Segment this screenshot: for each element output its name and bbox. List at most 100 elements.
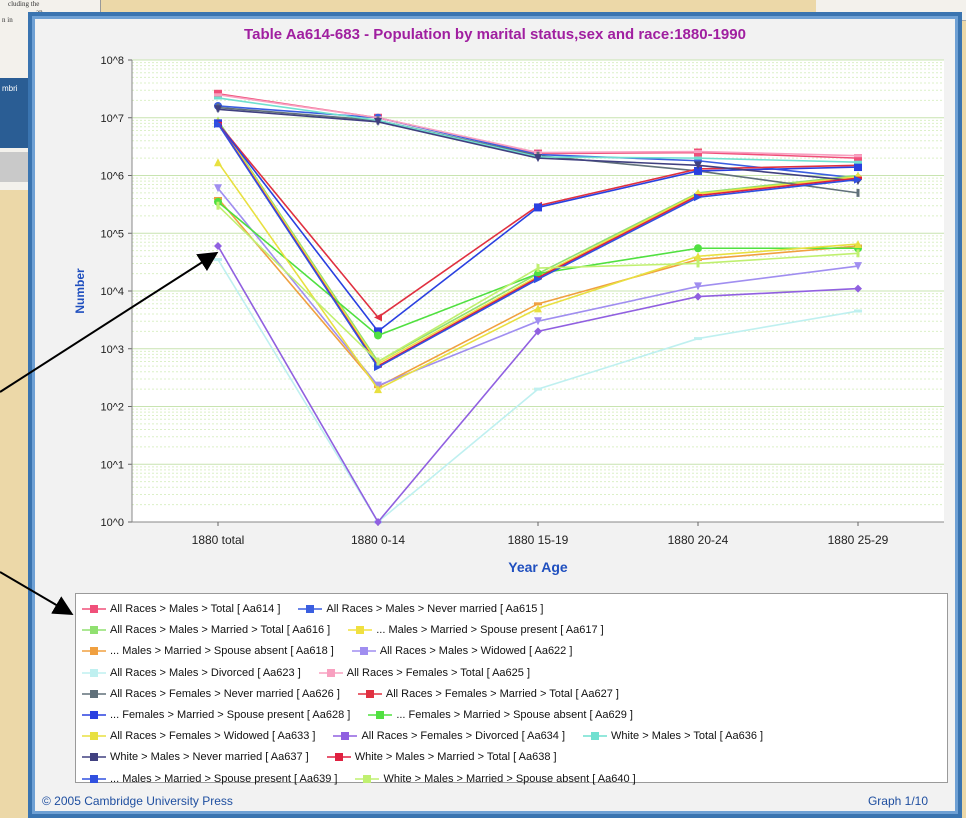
y-tick-label: 10^8 xyxy=(100,55,124,67)
legend-label: White > Males > Total [ Aa636 ] xyxy=(611,730,764,743)
data-point xyxy=(694,244,702,253)
legend-label: ... Males > Married > Spouse absent [ Aa… xyxy=(110,645,334,658)
chart-title: Table Aa614-683 - Population by marital … xyxy=(244,26,746,43)
data-point xyxy=(854,309,862,313)
legend-item: All Races > Females > Divorced [ Aa634 ] xyxy=(333,729,565,743)
data-point xyxy=(374,327,382,336)
data-point xyxy=(534,387,542,391)
legend-label: ... Females > Married > Spouse present [… xyxy=(110,709,351,721)
legend-swatch xyxy=(355,774,380,784)
data-point xyxy=(854,284,862,293)
legend-swatch xyxy=(82,710,106,720)
data-point xyxy=(216,201,220,210)
legend-swatch xyxy=(82,689,106,699)
legend-label: All Races > Females > Married > Total [ … xyxy=(385,687,619,700)
legend-item: All Races > Females > Total [ Aa625 ] xyxy=(318,666,530,680)
legend-swatch xyxy=(82,731,106,741)
data-point xyxy=(854,154,862,163)
data-point xyxy=(374,117,382,126)
legend-label: ... Females > Married > Spouse absent [ … xyxy=(396,709,633,721)
data-point xyxy=(534,269,542,278)
data-point xyxy=(214,184,222,193)
legend-swatch xyxy=(351,646,376,656)
data-point xyxy=(534,275,542,284)
legend-item: All Races > Males > Widowed [ Aa622 ] xyxy=(351,644,572,658)
legend-label: White > Males > Never married [ Aa637 ] xyxy=(110,751,309,764)
legend-swatch xyxy=(368,710,393,720)
background-strip-caption: mbri xyxy=(2,84,18,93)
x-tick-label: 1880 25-29 xyxy=(828,533,889,547)
legend-swatch xyxy=(333,731,358,741)
data-point xyxy=(214,158,222,167)
legend-item: ... Males > Married > Spouse absent [ Aa… xyxy=(82,644,334,658)
data-point xyxy=(374,385,382,394)
y-tick-label: 10^1 xyxy=(100,459,124,471)
data-point xyxy=(694,252,702,261)
data-point xyxy=(694,166,702,175)
legend-label: White > Males > Married > Total [ Aa638 … xyxy=(354,751,557,764)
legend-item: ... Females > Married > Spouse absent [ … xyxy=(368,708,633,722)
data-point xyxy=(214,119,222,128)
legend-swatch xyxy=(82,604,106,614)
legend-label: All Races > Males > Married > Total [ Aa… xyxy=(110,624,331,637)
data-point xyxy=(856,249,860,258)
data-point xyxy=(376,357,380,366)
legend-item: White > Males > Married > Total [ Aa638 … xyxy=(326,750,557,764)
data-point xyxy=(694,193,702,202)
data-point xyxy=(374,363,382,372)
y-tick-label: 10^7 xyxy=(100,113,124,125)
data-point xyxy=(534,317,542,326)
legend-swatch xyxy=(82,774,106,784)
background-toolbar-icons xyxy=(0,152,30,182)
legend-item: ... Females > Married > Spouse present [… xyxy=(82,708,350,722)
legend-label: All Races > Females > Total [ Aa625 ] xyxy=(346,666,530,679)
data-point xyxy=(694,292,702,301)
legend-item: All Races > Females > Widowed [ Aa633 ] xyxy=(82,729,315,743)
data-point xyxy=(374,518,382,526)
legend-label: All Races > Females > Never married [ Aa… xyxy=(110,687,340,700)
data-point xyxy=(214,258,222,262)
y-tick-label: 10^2 xyxy=(100,402,124,414)
data-point xyxy=(374,331,382,340)
data-point xyxy=(696,259,700,268)
data-point xyxy=(536,264,540,273)
x-tick-label: 1880 20-24 xyxy=(668,533,729,547)
data-point xyxy=(694,161,702,170)
data-point xyxy=(854,160,862,164)
graph-page-indicator[interactable]: Graph 1/10 xyxy=(867,794,928,808)
data-point xyxy=(854,240,862,249)
legend-item: All Races > Females > Married > Total [ … xyxy=(357,687,619,701)
legend-item: All Races > Males > Total [ Aa614 ] xyxy=(82,602,280,616)
chart-plot: 10^0 10^1 10^2 10^3 10^4 10^5 10^6 10^7 10^8 1880… xyxy=(73,55,944,575)
legend-swatch xyxy=(348,625,373,635)
data-point xyxy=(534,203,542,212)
legend-swatch xyxy=(82,646,106,656)
chart-legend: All Races > Males > Total [ Aa614 ] All R… xyxy=(75,593,948,785)
legend-swatch xyxy=(298,604,323,614)
data-point xyxy=(854,262,862,271)
x-tick-label: 1880 0-14 xyxy=(351,533,405,547)
data-point xyxy=(694,156,702,160)
data-point xyxy=(856,188,860,197)
data-point xyxy=(534,302,542,306)
legend-item: All Races > Males > Never married [ Aa61… xyxy=(298,602,543,616)
background-sidebar-strip: mbri xyxy=(0,78,30,148)
y-tick-label: 10^3 xyxy=(100,344,124,356)
graph-window-frame xyxy=(32,16,958,814)
legend-label: All Races > Females > Divorced [ Aa634 ] xyxy=(361,730,566,743)
legend-swatch xyxy=(82,752,106,762)
legend-swatch xyxy=(357,689,382,699)
data-point xyxy=(214,242,222,251)
data-point xyxy=(214,105,222,114)
legend-swatch xyxy=(583,731,608,741)
legend-item: All Races > Females > Never married [ Aa… xyxy=(82,687,340,701)
legend-label: White > Males > Married > Spouse absent … xyxy=(383,772,636,785)
y-tick-label: 10^4 xyxy=(100,286,124,298)
legend-label: ... Males > Married > Spouse present [ A… xyxy=(376,624,604,637)
legend-label: ... Males > Married > Spouse present [ A… xyxy=(110,772,338,785)
legend-item: ... Males > Married > Spouse present [ A… xyxy=(348,623,604,637)
legend-label: All Races > Males > Never married [ Aa61… xyxy=(326,603,544,615)
data-point xyxy=(534,154,542,163)
data-point xyxy=(534,304,542,313)
background-text-line: n in xyxy=(2,16,13,24)
